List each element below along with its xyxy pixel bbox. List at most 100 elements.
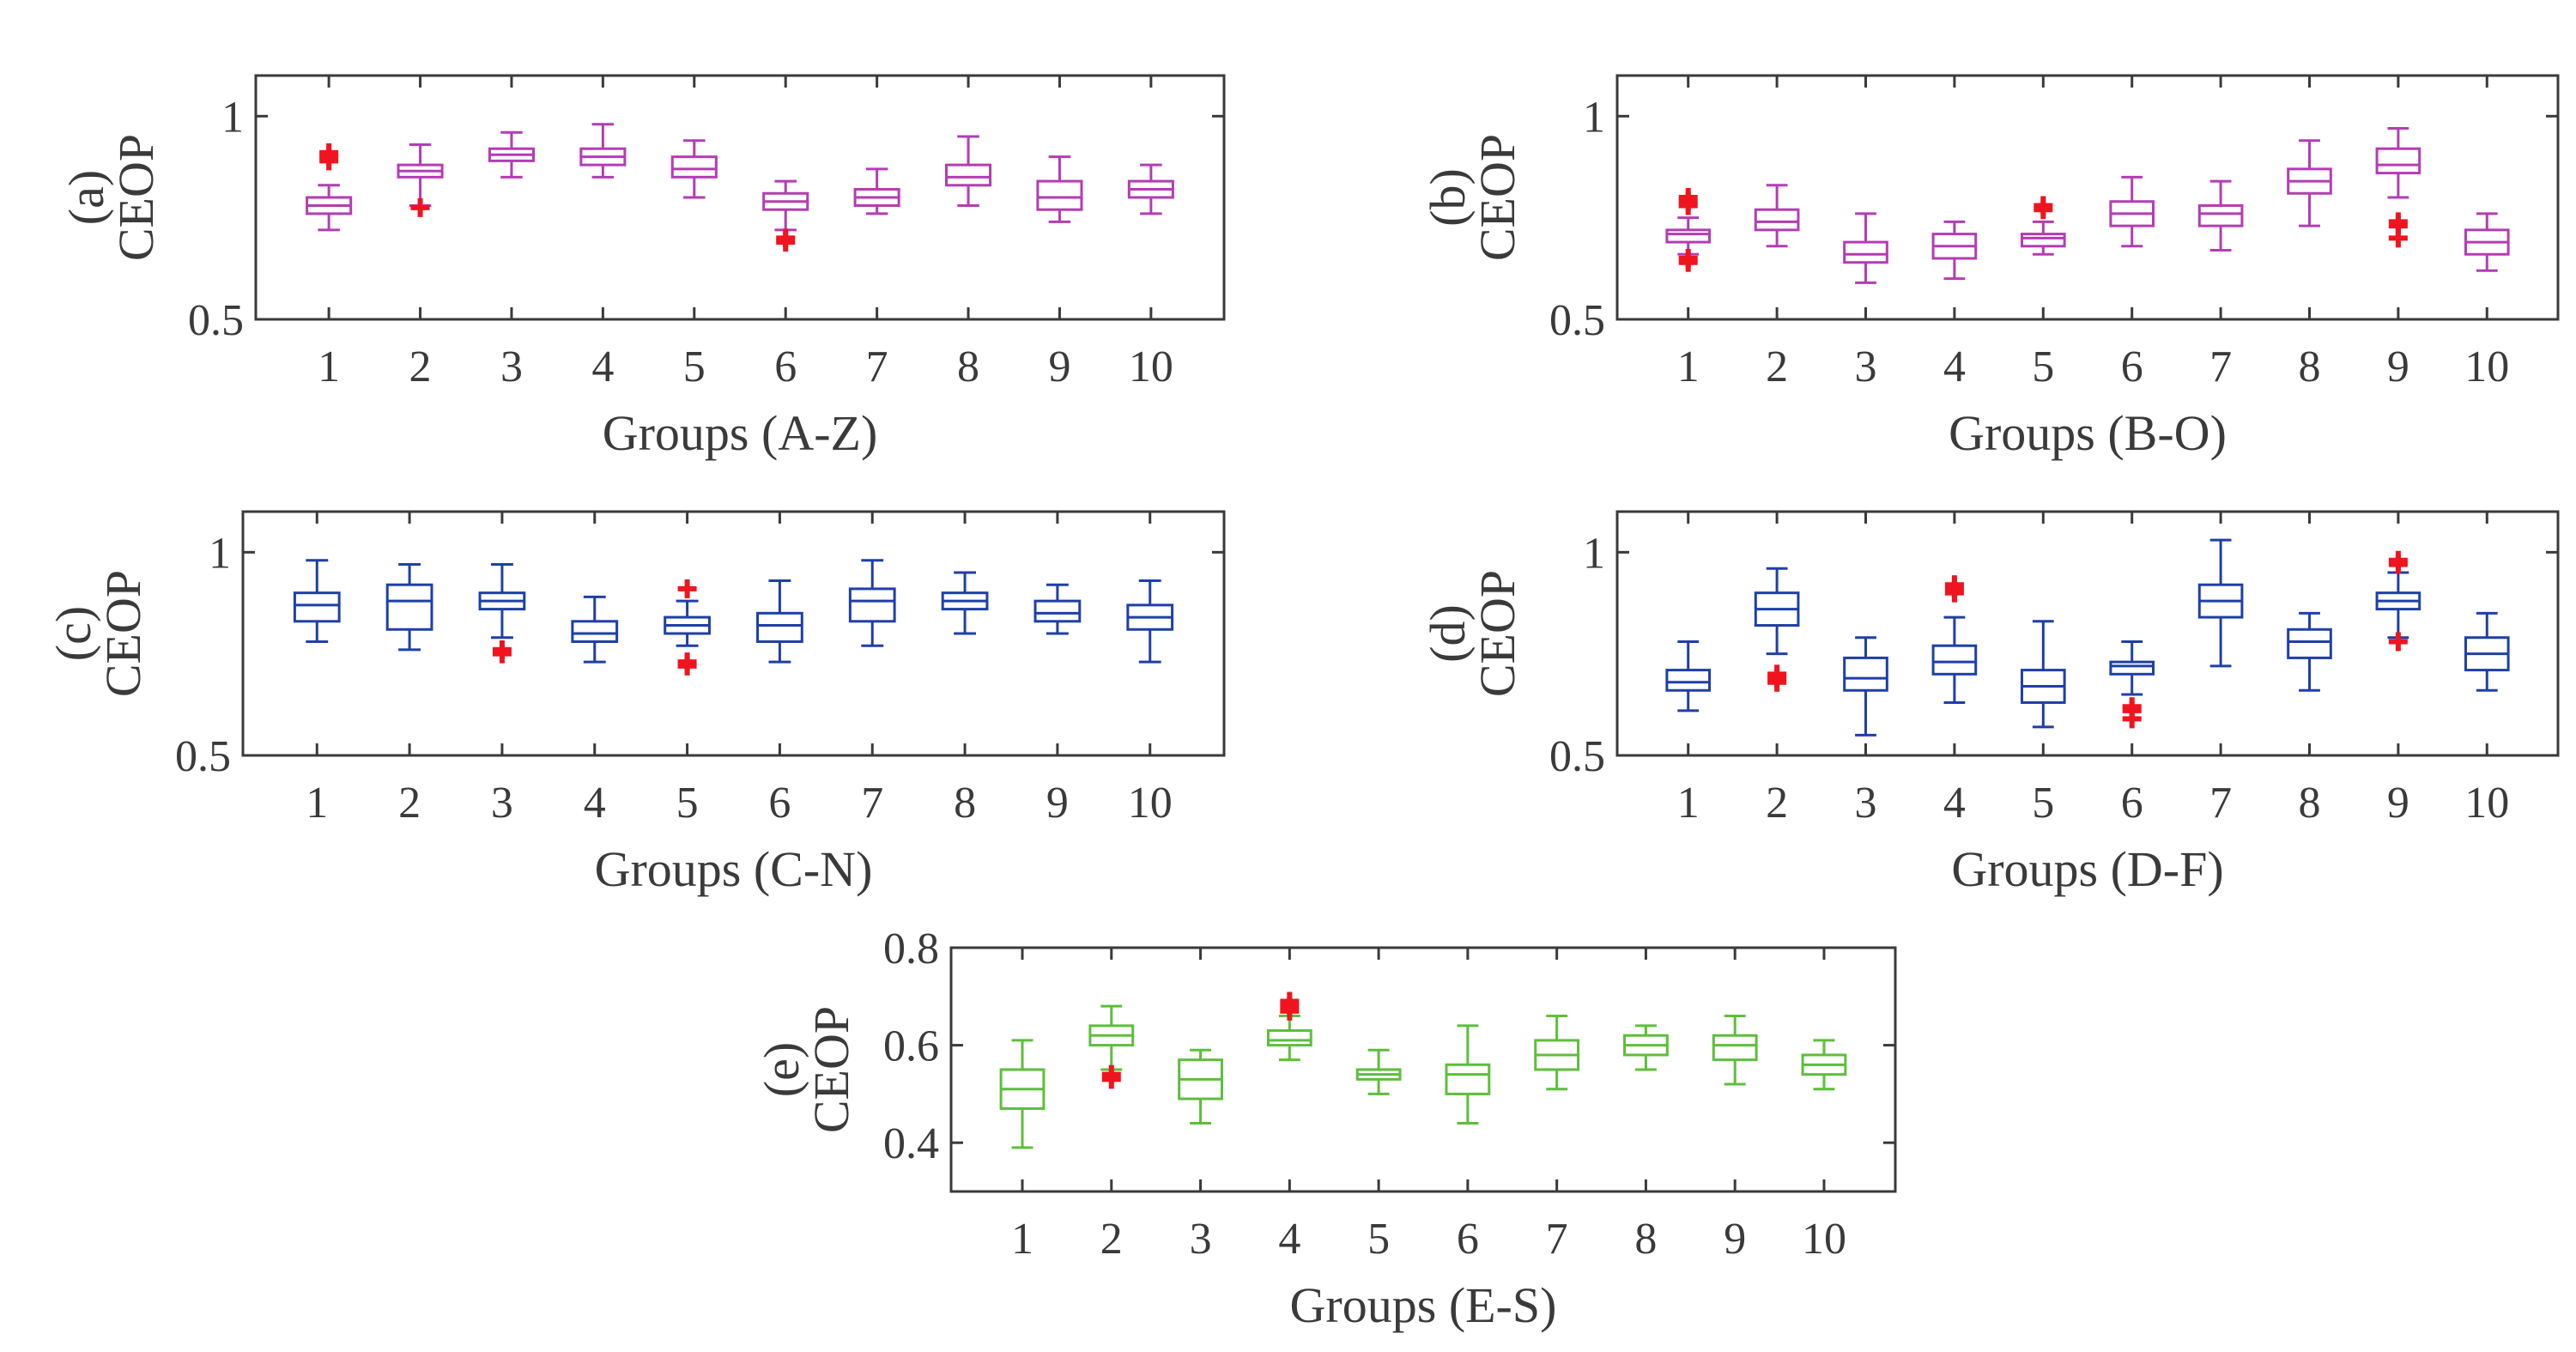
- x-tick-label: 4: [591, 343, 614, 391]
- x-tick-label: 7: [2209, 343, 2232, 391]
- box-group-2: 2: [385, 512, 433, 828]
- x-tick-label: 6: [2121, 343, 2143, 391]
- axes-frame: [1615, 74, 2560, 321]
- box-group-1: 1: [999, 948, 1046, 1264]
- x-tick-label: 3: [1855, 343, 1877, 391]
- y-tick-label: 1: [1583, 529, 1605, 578]
- y-tick-label: 0.5: [188, 296, 244, 345]
- box-group-1: 1: [1665, 512, 1712, 828]
- box-group-8: 8: [1623, 948, 1669, 1264]
- box-group-4: 4: [1266, 948, 1312, 1264]
- box-group-2: 2: [1754, 512, 1800, 828]
- x-tick-label: 6: [768, 779, 791, 828]
- axes-frame: [949, 946, 1897, 1193]
- y-axis-label: CEOP: [1470, 570, 1525, 697]
- x-tick-label: 9: [2387, 343, 2409, 391]
- x-tick-label: 5: [1367, 1215, 1390, 1264]
- box-group-10: 10: [1801, 948, 1847, 1264]
- box-group-4: 4: [571, 512, 619, 828]
- box-group-3: 3: [488, 76, 536, 391]
- box: [2020, 233, 2066, 248]
- box-group-6: 6: [2109, 512, 2155, 828]
- x-axis-label: Groups (C-N): [595, 841, 873, 897]
- box-group-7: 7: [2197, 76, 2244, 391]
- box-group-7: 7: [848, 512, 896, 828]
- x-tick-label: 1: [318, 343, 340, 391]
- x-tick-label: 4: [1278, 1215, 1300, 1264]
- box-group-5: 5: [2020, 512, 2066, 828]
- box-group-6: 6: [762, 76, 809, 391]
- x-tick-label: 4: [584, 779, 606, 828]
- x-tick-label: 10: [2464, 779, 2509, 828]
- box: [385, 583, 433, 631]
- y-tick-label: 0.8: [883, 925, 939, 973]
- box: [1266, 1029, 1312, 1047]
- box: [2197, 203, 2244, 227]
- y-tick-label: 0.5: [175, 732, 231, 781]
- box-group-3: 3: [1178, 948, 1223, 1264]
- x-tick-label: 2: [1100, 1215, 1123, 1264]
- x-tick-label: 9: [2387, 779, 2409, 828]
- box-group-9: 9: [1712, 948, 1758, 1264]
- axes-frame: [241, 510, 1226, 757]
- x-tick-label: 10: [2464, 343, 2509, 391]
- x-tick-label: 7: [2209, 779, 2232, 828]
- panel-label: (a): [58, 170, 114, 225]
- box: [1712, 1034, 1758, 1062]
- x-tick-label: 9: [1046, 779, 1069, 828]
- box: [670, 155, 718, 179]
- box: [1665, 669, 1712, 692]
- box-group-9: 9: [1036, 76, 1083, 391]
- box-group-10: 10: [2464, 512, 2510, 828]
- y-axis-label: CEOP: [803, 1006, 859, 1133]
- box-group-9: 9: [2375, 76, 2421, 391]
- panel-label: (d): [1420, 604, 1476, 663]
- x-tick-label: 8: [2298, 343, 2320, 391]
- box: [2375, 147, 2421, 175]
- x-axis-label: Groups (E-S): [1290, 1277, 1557, 1333]
- box: [1665, 228, 1712, 244]
- x-tick-label: 1: [1011, 1215, 1033, 1264]
- box-group-7: 7: [1534, 948, 1580, 1264]
- x-tick-label: 10: [1802, 1215, 1846, 1264]
- x-tick-label: 10: [1128, 779, 1173, 828]
- box-group-2: 2: [1088, 948, 1135, 1264]
- box-group-6: 6: [1445, 948, 1491, 1264]
- box-group-8: 8: [944, 76, 992, 391]
- x-tick-label: 9: [1724, 1215, 1746, 1264]
- box-group-2: 2: [1754, 76, 1800, 391]
- x-axis-label: Groups (D-F): [1951, 841, 2223, 897]
- x-tick-label: 6: [774, 343, 797, 391]
- y-axis-label: CEOP: [1470, 134, 1525, 261]
- x-tick-label: 3: [1190, 1215, 1212, 1264]
- x-tick-label: 3: [1855, 779, 1877, 828]
- box: [1931, 644, 1978, 676]
- box: [1445, 1063, 1491, 1095]
- box-group-5: 5: [664, 512, 711, 828]
- x-tick-label: 6: [1457, 1215, 1479, 1264]
- box-group-10: 10: [1126, 512, 1174, 828]
- box: [1843, 240, 1888, 264]
- box: [848, 587, 896, 623]
- box-group-9: 9: [1033, 512, 1082, 828]
- box-group-7: 7: [2197, 512, 2244, 828]
- box: [2287, 627, 2332, 659]
- x-tick-label: 6: [2121, 779, 2143, 828]
- box-group-4: 4: [1931, 76, 1978, 391]
- panel-c: 0.5 1 1 2 3 4 5 6 7 8 9 10 Groups (C-N) CEOP(c): [45, 510, 1226, 897]
- y-axis-label: CEOP: [95, 570, 151, 697]
- box-group-3: 3: [1843, 512, 1888, 828]
- x-tick-label: 5: [676, 779, 699, 828]
- box: [1036, 179, 1083, 211]
- x-tick-label: 1: [1677, 779, 1700, 828]
- box-group-5: 5: [670, 76, 718, 391]
- x-tick-label: 4: [1943, 779, 1966, 828]
- box: [1843, 656, 1888, 692]
- x-tick-label: 8: [954, 779, 976, 828]
- axes-frame: [1615, 510, 2560, 757]
- panel-label: (b): [1420, 168, 1476, 227]
- box-group-6: 6: [2109, 76, 2155, 391]
- x-tick-label: 3: [500, 343, 523, 391]
